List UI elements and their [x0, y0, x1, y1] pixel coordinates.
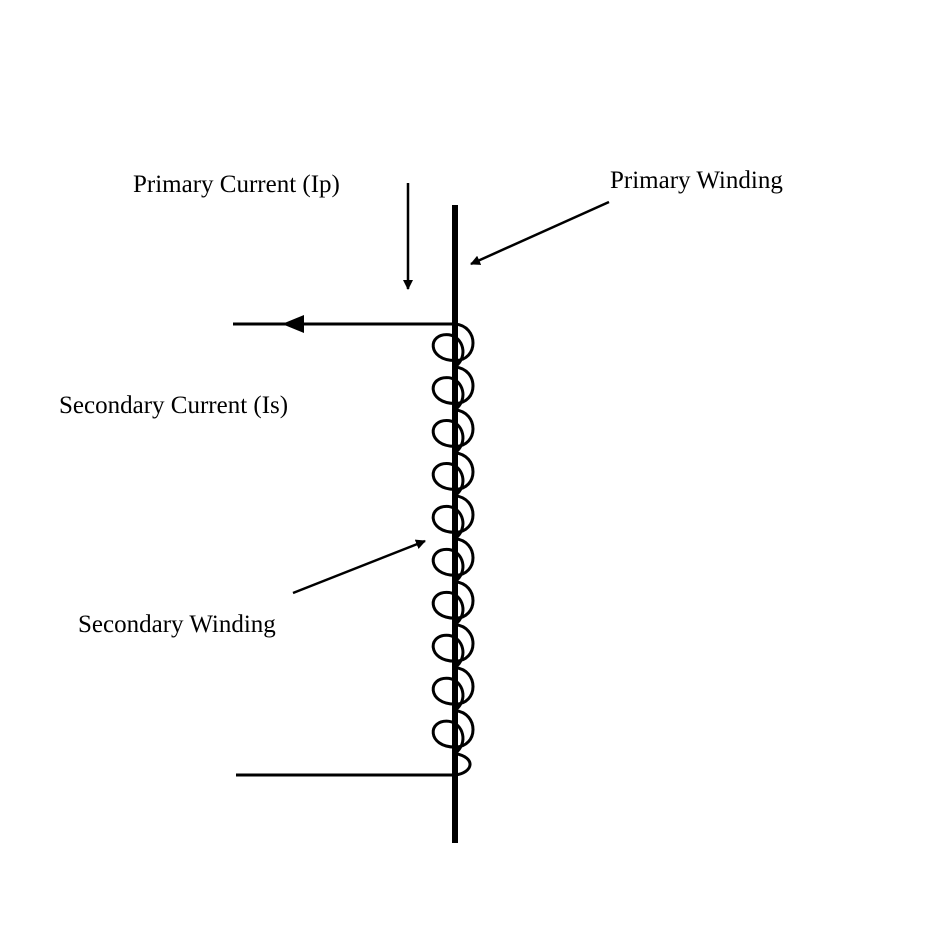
coil-turn — [431, 537, 475, 583]
coil-turn — [454, 752, 472, 777]
secondary-winding-coil — [431, 322, 475, 777]
primary-current-label: Primary Current (Ip) — [133, 171, 340, 198]
coil-turn — [431, 494, 475, 540]
coil-turn — [431, 623, 475, 669]
primary-winding-pointer-arrow — [470, 200, 610, 266]
coil-turn — [431, 322, 475, 369]
primary-winding-label: Primary Winding — [610, 167, 783, 194]
coil-turn — [431, 451, 475, 497]
coil-turn — [431, 709, 475, 755]
coil-turn — [431, 666, 475, 712]
coil-turn — [431, 580, 475, 626]
secondary-current-label: Secondary Current (Is) — [59, 392, 288, 419]
secondary-current-arrowhead — [282, 315, 304, 333]
secondary-winding-label: Secondary Winding — [78, 611, 276, 638]
secondary-winding-pointer-arrow — [292, 539, 426, 595]
coil-turn — [431, 365, 475, 412]
coil-turn — [431, 408, 475, 455]
